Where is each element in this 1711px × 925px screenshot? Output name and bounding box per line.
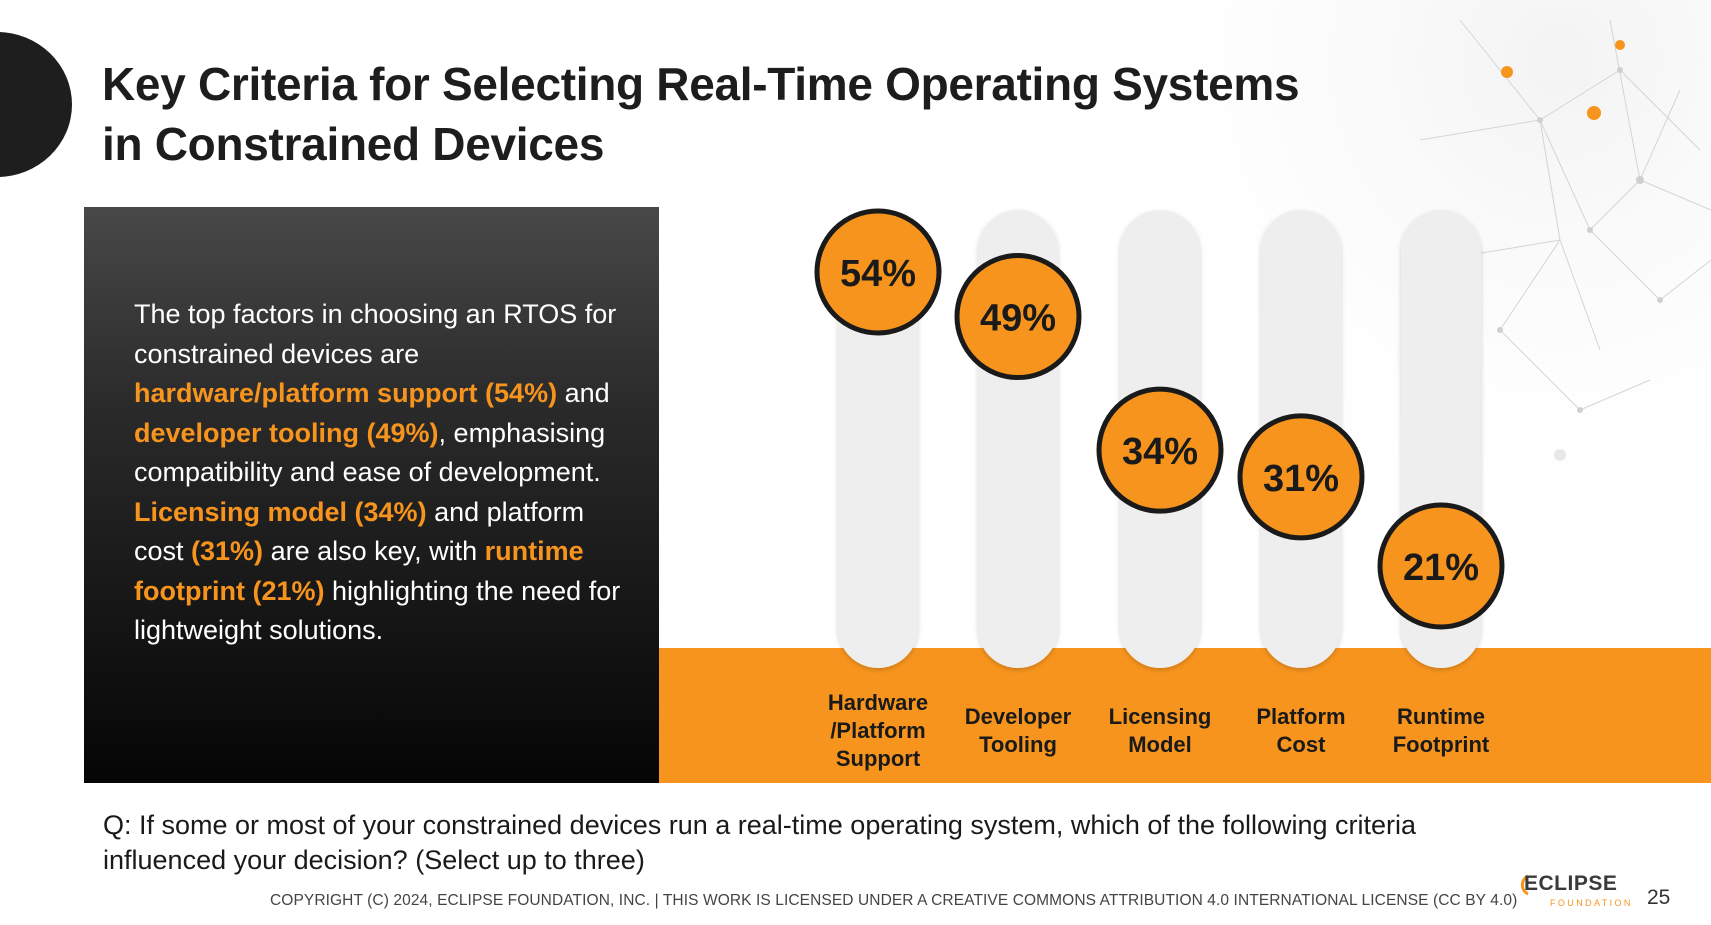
summary-segment: are also key, with <box>263 536 485 566</box>
summary-text: The top factors in choosing an RTOS for … <box>134 295 624 651</box>
chart-category-label: Hardware/Platform Support <box>828 690 928 771</box>
chart-value-marker <box>1237 413 1365 541</box>
summary-segment: highlighting the need for lightweight so… <box>134 575 621 646</box>
summary-highlight: hardware/platform support (54%) <box>134 378 558 408</box>
chart-orange-band <box>659 648 1711 783</box>
title-line-1: Key Criteria for Selecting Real-Time Ope… <box>102 58 1300 110</box>
summary-highlight: developer tooling (49%) <box>134 417 439 448</box>
logo-wordmark: ECLIPSE <box>1524 872 1618 895</box>
survey-question-line-2: influenced your decision? (Select up to … <box>103 845 645 875</box>
chart-value-label: 49% <box>980 298 1056 340</box>
chart-category-label: Platform Cost <box>1256 704 1345 757</box>
chart-value-label: 31% <box>1263 458 1339 500</box>
summary-segment: and platform cost <box>134 496 585 567</box>
eclipse-foundation-logo: ECLIPSE FOUNDATION <box>1516 872 1630 912</box>
summary-highlight: Licensing model (34%) <box>134 496 427 527</box>
chart-category-label: Runtime Footprint <box>1393 704 1490 757</box>
summary-highlight: (31%) <box>191 536 264 566</box>
chart-category-label: Licensing Model <box>1109 704 1212 757</box>
summary-panel: The top factors in choosing an RTOS for … <box>84 207 659 783</box>
copyright-notice: COPYRIGHT (C) 2024, ECLIPSE FOUNDATION, … <box>270 892 1518 909</box>
page-number: 25 <box>1647 886 1671 909</box>
survey-question-line-1: Q: If some or most of your constrained d… <box>103 810 1417 840</box>
summary-highlight: runtime footprint (21%) <box>134 536 584 606</box>
chart-value-marker <box>1377 502 1505 630</box>
title-line-2: in Constrained Devices <box>102 118 605 170</box>
chart-value-marker <box>814 208 942 336</box>
chart-value-label: 21% <box>1403 547 1479 589</box>
chart-value-marker <box>1096 386 1224 514</box>
chart-value-label: 34% <box>1122 431 1198 473</box>
summary-segment: and <box>557 378 610 408</box>
eclipse-logo-arc-icon <box>1520 874 1529 896</box>
summary-segment: , emphasising compatibility and ease of … <box>134 417 606 488</box>
chart-value-label: 54% <box>840 253 916 295</box>
logo-subtitle: FOUNDATION <box>1550 898 1633 908</box>
survey-question: Q: If some or most of your constrained d… <box>103 808 1603 878</box>
chart-category-label: Developer Tooling <box>965 704 1072 757</box>
summary-segment: The top factors in choosing an RTOS for … <box>134 299 617 369</box>
page-title: Key Criteria for Selecting Real-Time Ope… <box>102 54 1452 174</box>
chart-value-marker <box>954 253 1082 381</box>
